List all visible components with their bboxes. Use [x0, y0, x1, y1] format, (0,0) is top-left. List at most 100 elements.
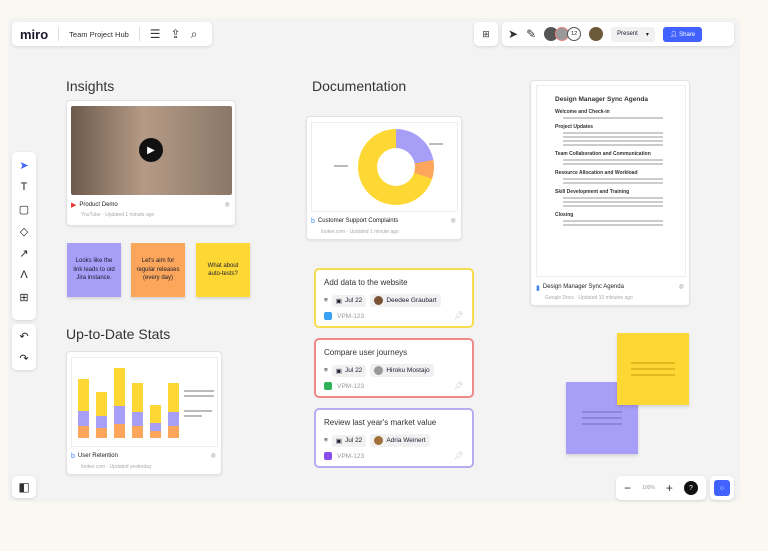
agenda-heading: Project Updates — [555, 124, 594, 130]
bar-segment — [132, 383, 143, 412]
miro-logo[interactable]: miro — [20, 26, 49, 42]
zoom-controls: − 100% + ? — [616, 476, 706, 500]
assignee[interactable]: Adria Weinert — [370, 434, 430, 447]
info-icon[interactable]: ◍ — [210, 453, 216, 459]
task-type-icon — [324, 382, 332, 390]
bar-segment — [150, 431, 161, 438]
task-title: Review last year's market value — [324, 418, 437, 427]
section-title-stats: Up-to-Date Stats — [66, 326, 171, 342]
task-id[interactable]: VPM-123 — [337, 312, 365, 320]
search-icon[interactable]: ⌕ — [190, 26, 198, 41]
frames-panel-button[interactable]: ◧ — [12, 476, 36, 498]
play-icon[interactable]: ▶ — [139, 138, 163, 162]
avatar[interactable] — [589, 27, 604, 41]
present-button[interactable]: Present ▾ — [611, 26, 655, 42]
ai-assist-button[interactable]: ⁘ — [710, 476, 734, 500]
text-tool-icon[interactable]: T — [20, 181, 28, 193]
due-date-label: Jul 22 — [344, 297, 363, 304]
add-more-icon[interactable]: ⊞ — [19, 291, 29, 304]
zoom-out-icon[interactable]: − — [624, 481, 632, 495]
zoom-level[interactable]: 100% — [642, 485, 655, 491]
due-date-label: Jul 22 — [344, 437, 363, 444]
task-id[interactable]: VPM-123 — [337, 452, 365, 460]
agenda-heading: Closing — [555, 212, 574, 218]
sidebar-icon: ◧ — [18, 480, 30, 494]
task-title: Add data to the website — [324, 278, 408, 287]
connector-tool-icon[interactable]: ↗ — [19, 247, 29, 260]
pin-icon[interactable]: 📌︎ — [453, 451, 464, 460]
due-date[interactable]: ▣ Jul 22 — [331, 434, 367, 447]
assignee-name: Deedee Graubart — [386, 297, 437, 304]
info-icon[interactable]: ◍ — [450, 218, 456, 224]
bar-segment — [78, 426, 89, 438]
board-header: miro Team Project Hub ☰ ⇪ ⌕ — [12, 22, 212, 46]
video-thumbnail[interactable]: ▶ — [71, 106, 232, 195]
task-id[interactable]: VPM-123 — [337, 382, 365, 390]
share-button[interactable]: 👤︎ Share — [662, 26, 703, 42]
bar-segment — [114, 406, 125, 424]
cursor-icon[interactable]: ➤ — [508, 27, 519, 41]
menu-icon[interactable]: ☰ — [149, 27, 161, 41]
upload-icon[interactable]: ⇪ — [170, 27, 181, 41]
youtube-icon: ▶ — [71, 202, 77, 209]
bar-segment — [168, 426, 179, 438]
bar-segment — [78, 411, 89, 426]
apps-button[interactable]: ⊞ — [474, 22, 498, 46]
video-meta: YouTube · Updated 1 minute ago — [81, 212, 155, 218]
help-button[interactable]: ? — [683, 481, 698, 495]
due-date[interactable]: ▣ Jul 22 — [331, 364, 367, 377]
description-icon: ≡ — [324, 297, 328, 304]
document-meta: Google Docs · Updated 10 minutes ago — [545, 295, 633, 301]
pen-tool-icon[interactable]: Λ — [20, 269, 28, 281]
stats-card[interactable]: b User Retention looker.com · Updated yes… — [66, 351, 222, 475]
stats-card-title: User Retention — [77, 453, 118, 459]
board-name[interactable]: Team Project Hub — [69, 29, 129, 39]
looker-icon: b — [311, 218, 315, 225]
sticky-note[interactable]: What about auto-tests? — [196, 243, 250, 297]
assignee[interactable]: Deedee Graubart — [370, 294, 441, 307]
pin-icon[interactable]: 📌︎ — [453, 311, 464, 320]
assignee[interactable]: Hiroku Mostajo — [370, 364, 434, 377]
present-label: Present — [617, 30, 638, 37]
calendar-icon: ▣ — [335, 437, 342, 445]
select-tool-icon[interactable]: ➤ — [19, 159, 29, 172]
donut-chart-card[interactable]: b Customer Support Complaints looker.com … — [306, 116, 462, 240]
avatar — [374, 366, 384, 375]
reactions-icon[interactable]: ✎ — [526, 27, 537, 41]
bar-segment — [114, 368, 125, 406]
sticky-note[interactable]: Looks like the link leads to old Jira in… — [67, 243, 121, 297]
zoom-in-icon[interactable]: + — [665, 481, 673, 495]
donut-ring — [358, 129, 434, 205]
document-card[interactable]: Design Manager Sync Agenda Welcome and C… — [530, 80, 690, 306]
redo-icon[interactable]: ↷ — [19, 352, 29, 365]
video-card[interactable]: ▶ ▶ Product Demo YouTube · Updated 1 minu… — [66, 100, 236, 226]
bar-segment — [96, 392, 107, 416]
shapes-tool-icon[interactable]: ◇ — [19, 225, 29, 238]
bar-segment — [168, 412, 179, 426]
bar-segment — [114, 424, 125, 438]
bar-segment — [150, 423, 161, 431]
collaborators[interactable]: 12 — [544, 27, 582, 41]
due-date[interactable]: ▣ Jul 22 — [331, 294, 367, 307]
sticky-note[interactable]: Let's aim for regular releases (every da… — [131, 243, 185, 297]
bar-segment — [78, 379, 89, 411]
description-icon: ≡ — [324, 367, 328, 374]
undo-icon[interactable]: ↶ — [19, 330, 29, 343]
due-date-label: Jul 22 — [344, 367, 363, 374]
pin-icon[interactable]: 📌︎ — [453, 381, 464, 390]
task-card[interactable]: Add data to the website ≡ ▣ Jul 22 Deedee G… — [314, 268, 474, 328]
task-title: Compare user journeys — [324, 348, 408, 357]
task-type-icon — [324, 312, 332, 320]
bar-segment — [132, 412, 143, 426]
info-icon[interactable]: ◍ — [224, 202, 230, 208]
history-toolbar: ↶ ↷ — [12, 324, 36, 370]
info-icon[interactable]: ◍ — [678, 284, 684, 290]
chevron-down-icon: ▾ — [645, 31, 649, 38]
agenda-heading: Skill Development and Training — [555, 189, 630, 195]
sticky-note[interactable] — [617, 333, 689, 405]
assignee-name: Hiroku Mostajo — [386, 367, 430, 374]
sticky-note-tool-icon[interactable]: ▢ — [18, 203, 30, 216]
task-card[interactable]: Review last year's market value ≡ ▣ Jul 22… — [314, 408, 474, 468]
task-card[interactable]: Compare user journeys ≡ ▣ Jul 22 Hiroku Mos… — [314, 338, 474, 398]
share-label: Share — [679, 31, 696, 38]
